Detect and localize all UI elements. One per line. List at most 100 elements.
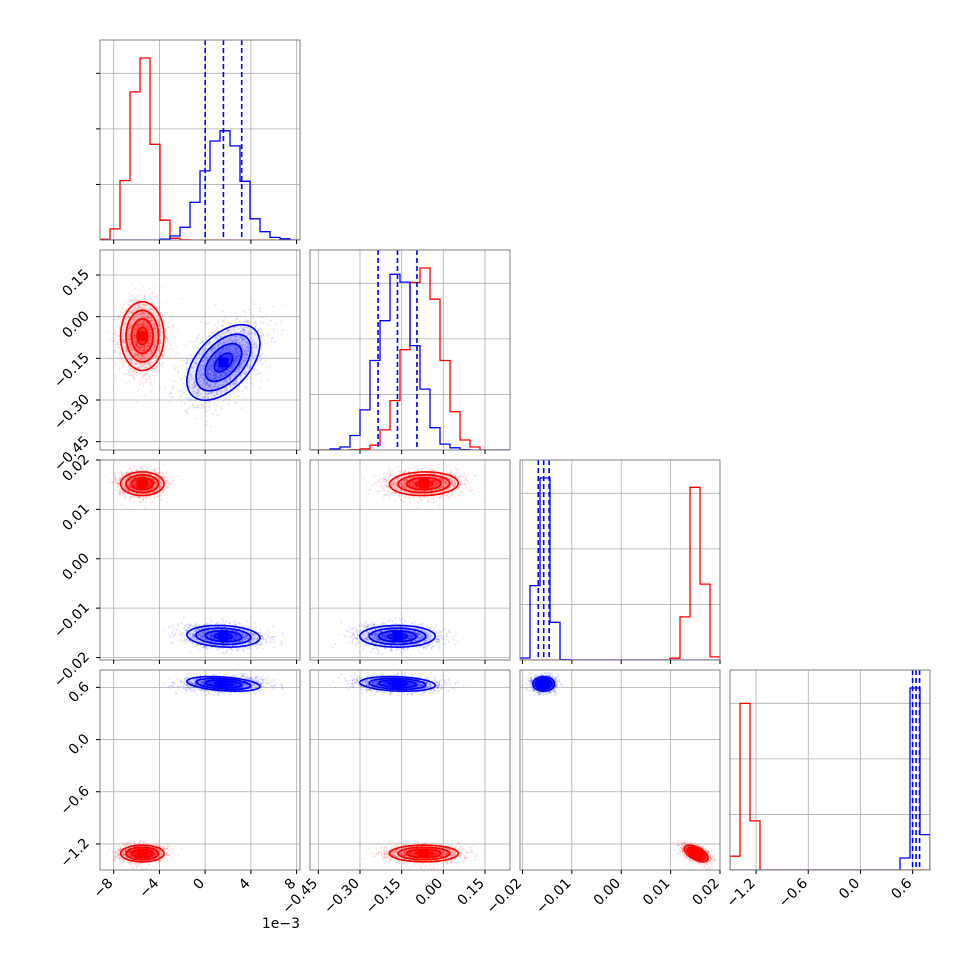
sample-point [237,395,240,398]
sample-point [216,414,219,417]
sample-point [139,345,141,348]
sample-point [259,362,262,365]
sample-point [128,339,131,342]
sample-point [134,297,137,300]
sample-point [147,344,150,347]
sample-point [134,324,137,327]
sample-point [139,363,142,365]
sample-point [138,347,141,349]
sample-point [222,310,225,313]
sample-point [148,317,150,319]
sample-point [128,338,131,341]
sample-point [117,316,120,318]
sample-point [159,333,162,336]
sample-point [146,318,149,321]
sample-point [149,292,151,295]
sample-point [141,340,143,343]
sample-point [146,326,148,329]
sample-point [142,329,145,332]
sample-point [121,360,124,363]
sample-point [151,323,154,326]
sample-point [262,322,265,325]
sample-point [123,321,126,324]
sample-point [133,496,136,499]
sample-point [129,304,131,307]
sample-point [147,316,150,319]
sample-point [166,341,169,344]
sample-point [140,465,143,468]
sample-point [127,344,130,347]
sample-point [143,316,146,319]
sample-point [150,307,153,310]
sample-point [153,331,156,334]
sample-point [138,345,141,348]
sample-point [137,355,140,358]
sample-point [150,338,153,341]
sample-point [124,350,127,353]
sample-point [148,390,151,393]
sample-point [147,366,149,369]
sample-point [260,328,263,331]
sample-point [182,360,184,362]
sample-point [124,352,127,355]
sample-point [146,345,149,348]
sample-point [158,349,161,352]
sample-point [142,313,145,316]
sample-point [162,318,165,321]
sample-point [130,349,132,352]
sample-point [281,329,284,331]
sample-point [155,285,158,287]
sample-point [133,335,136,338]
sample-point [143,345,146,348]
sample-point [147,340,150,342]
sample-point [121,332,124,335]
sample-point [145,362,147,365]
sample-point [137,311,140,314]
sample-point [143,346,146,349]
sample-point [202,342,205,344]
sample-point [131,348,134,351]
sample-point [135,353,138,356]
sample-point [146,352,149,355]
sample-point [150,339,153,342]
sample-point [163,311,165,314]
sample-point [191,402,194,405]
sample-point [156,355,159,357]
sample-point [143,394,146,397]
sample-point [137,345,140,348]
sample-point [148,325,151,328]
sample-point [114,340,117,343]
sample-point [135,297,137,300]
sample-point [139,353,142,356]
sample-point [217,320,219,323]
sample-point [148,342,151,345]
sample-point [130,362,133,365]
sample-point [172,395,175,398]
sample-point [209,426,212,428]
sample-point [137,298,139,301]
sample-point [153,345,156,348]
sample-point [236,314,239,317]
sample-point [152,372,155,375]
sample-point [222,320,224,323]
sample-point [117,334,120,337]
sample-point [252,385,255,388]
sample-point [152,320,155,323]
sample-point [120,349,123,352]
sample-point [249,382,252,384]
sample-point [153,315,156,317]
sample-point [259,331,262,334]
sample-point [143,356,146,359]
sample-point [213,323,216,326]
sample-point [132,370,135,373]
sample-point [154,327,156,330]
sample-point [146,346,148,349]
sample-point [205,423,208,426]
sample-point [136,307,139,310]
sample-point [148,354,150,357]
sample-point [208,400,211,403]
sample-point [164,342,166,344]
sample-point [140,340,143,343]
sample-point [154,340,157,343]
sample-point [135,352,138,354]
